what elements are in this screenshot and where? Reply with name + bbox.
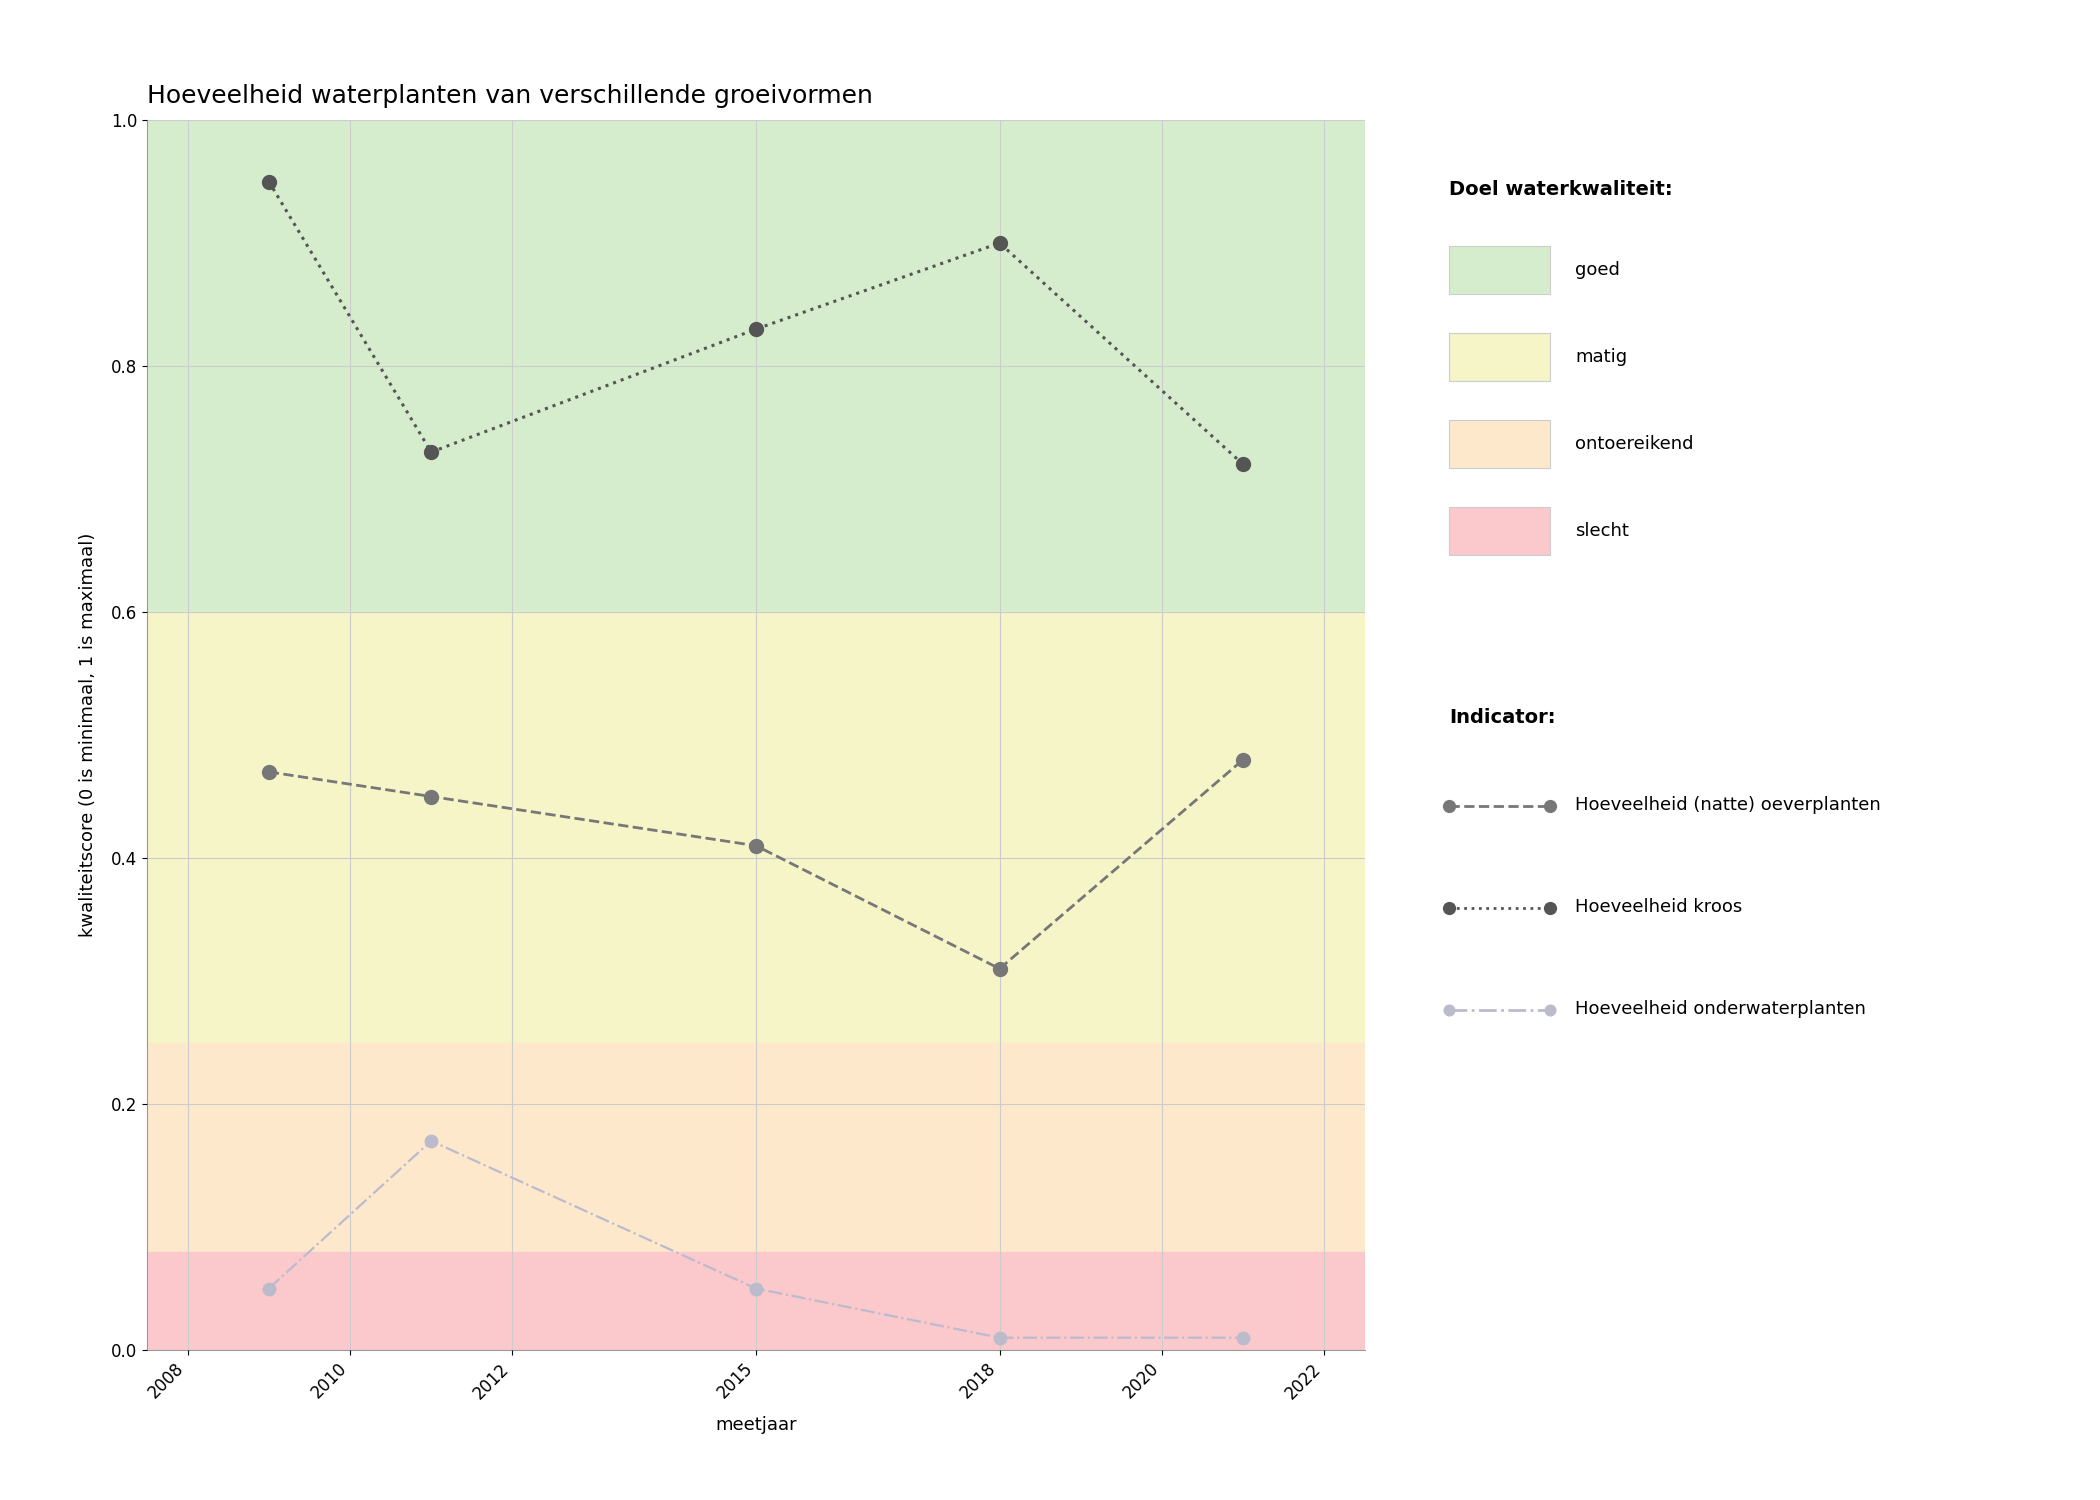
- Bar: [147, 1042, 1365, 1251]
- Bar: [147, 1251, 1365, 1350]
- Text: ontoereikend: ontoereikend: [1575, 435, 1693, 453]
- Text: Hoeveelheid (natte) oeverplanten: Hoeveelheid (natte) oeverplanten: [1575, 796, 1882, 814]
- X-axis label: meetjaar: meetjaar: [716, 1416, 796, 1434]
- Text: Hoeveelheid onderwaterplanten: Hoeveelheid onderwaterplanten: [1575, 1000, 1867, 1018]
- Y-axis label: kwaliteitscore (0 is minimaal, 1 is maximaal): kwaliteitscore (0 is minimaal, 1 is maxi…: [80, 532, 97, 938]
- Text: goed: goed: [1575, 261, 1619, 279]
- Text: Doel waterkwaliteit:: Doel waterkwaliteit:: [1449, 180, 1672, 200]
- Text: Hoeveelheid kroos: Hoeveelheid kroos: [1575, 898, 1743, 916]
- Text: Hoeveelheid waterplanten van verschillende groeivormen: Hoeveelheid waterplanten van verschillen…: [147, 84, 874, 108]
- Text: Indicator:: Indicator:: [1449, 708, 1556, 728]
- Text: slecht: slecht: [1575, 522, 1630, 540]
- Bar: [147, 612, 1365, 1042]
- Text: matig: matig: [1575, 348, 1628, 366]
- Bar: [147, 120, 1365, 612]
